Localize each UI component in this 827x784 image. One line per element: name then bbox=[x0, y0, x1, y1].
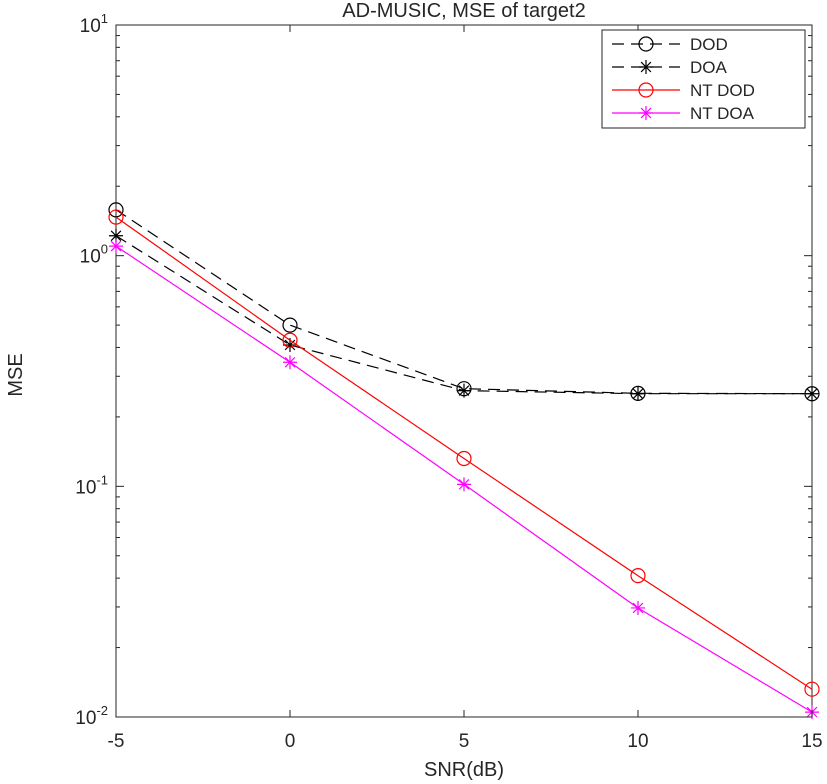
y-tick-label: 10-1 bbox=[75, 472, 108, 498]
data-point-nt-doa bbox=[283, 355, 297, 370]
legend-marker-nt-dod bbox=[638, 82, 654, 98]
y-tick-label: 100 bbox=[80, 242, 108, 268]
x-tick-label: 10 bbox=[627, 731, 648, 752]
legend-label-doa: DOA bbox=[690, 58, 728, 77]
tick-layer: -5 0 5 10 15 10-2 10-1 100 101 bbox=[75, 11, 822, 752]
legend: DOD DOA NT DOD NT DOA bbox=[601, 29, 806, 129]
data-point-nt-doa bbox=[457, 477, 471, 492]
legend-marker-doa bbox=[639, 60, 653, 74]
data-point-doa bbox=[109, 228, 123, 243]
series-line-nt-dod bbox=[115, 216, 813, 690]
legend-marker-dod bbox=[638, 36, 654, 52]
data-point-doa bbox=[631, 386, 645, 401]
chart-title: AD-MUSIC, MSE of target2 bbox=[342, 0, 585, 22]
series-layer bbox=[108, 202, 820, 720]
legend-label-nt-doa: NT DOA bbox=[690, 104, 755, 123]
legend-box bbox=[601, 29, 806, 129]
data-point-nt-dod bbox=[630, 568, 646, 584]
data-point-nt-doa bbox=[631, 600, 645, 615]
legend-marker-nt-doa bbox=[639, 106, 653, 120]
x-axis-title: SNR(dB) bbox=[424, 759, 504, 781]
x-tick-label: -5 bbox=[108, 731, 125, 752]
y-axis-title: MSE bbox=[5, 353, 27, 396]
data-point-nt-dod bbox=[282, 332, 298, 348]
x-tick-label: 5 bbox=[459, 731, 470, 752]
data-point-doa bbox=[805, 386, 819, 401]
series-line-dod bbox=[115, 209, 813, 395]
plot-frame bbox=[115, 24, 813, 718]
data-point-doa bbox=[283, 337, 297, 352]
data-point-nt-dod bbox=[456, 450, 472, 467]
data-point-nt-doa bbox=[109, 239, 123, 254]
x-tick-label: 0 bbox=[285, 731, 296, 752]
x-tick-label: 15 bbox=[801, 731, 822, 752]
data-point-dod bbox=[282, 317, 298, 333]
data-point-nt-dod bbox=[804, 681, 820, 697]
legend-label-dod: DOD bbox=[690, 35, 728, 54]
legend-label-nt-dod: NT DOD bbox=[690, 81, 755, 100]
data-point-nt-dod bbox=[108, 209, 124, 225]
plot-area bbox=[115, 24, 813, 718]
data-point-doa bbox=[457, 383, 471, 398]
data-point-dod bbox=[108, 202, 124, 218]
y-tick-label: 10-2 bbox=[75, 703, 108, 729]
y-tick-label: 101 bbox=[80, 11, 108, 37]
